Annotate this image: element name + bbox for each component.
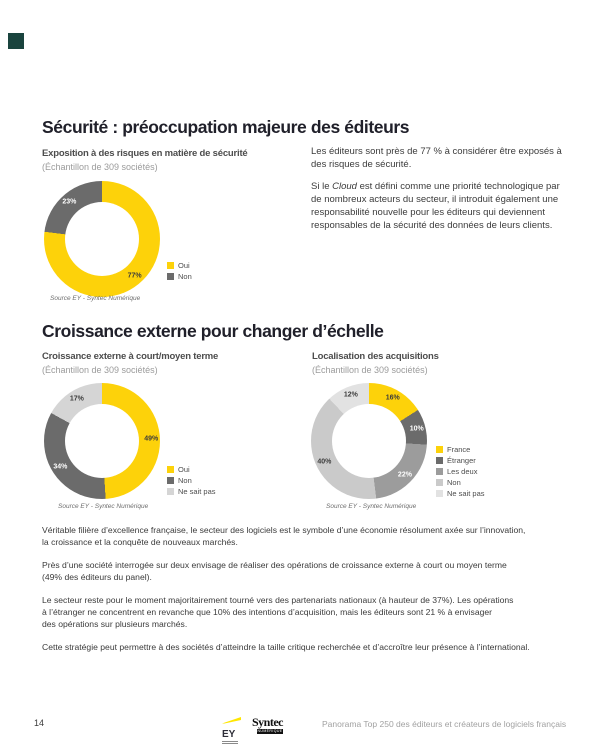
- section-title-security: Sécurité : préoccupation majeure des édi…: [42, 117, 410, 137]
- chart-title-localisation: Localisation des acquisitions: [312, 351, 439, 362]
- legend-label: Non: [178, 272, 192, 281]
- donut-chart-croissance: 49% 34% 17%: [44, 383, 160, 499]
- page-corner-mark: [8, 33, 24, 49]
- legend-item: Oui: [167, 466, 216, 473]
- ey-tagline-line: [222, 741, 238, 742]
- paragraph: Véritable filière d’excellence française…: [42, 525, 526, 547]
- slice-label: 49%: [144, 435, 159, 443]
- slice-label: 17%: [69, 395, 84, 403]
- donut-chart-localisation: 16% 10% 22% 40% 12%: [311, 383, 427, 499]
- syntec-numerique-bar: NUMÉRIQUE: [257, 729, 283, 734]
- legend-swatch: [167, 273, 174, 280]
- slice-label: 23%: [62, 198, 77, 206]
- legend-label: Ne sait pas: [447, 489, 485, 498]
- legend-item: Ne sait pas: [167, 488, 216, 495]
- legend-localisation: France Étranger Les deux Non Ne sait pas: [436, 446, 485, 501]
- slice-label: 10%: [409, 425, 424, 433]
- growth-paragraphs: Véritable filière d’excellence française…: [42, 524, 572, 664]
- paragraph: Près d’une société interrogée sur deux e…: [42, 560, 507, 582]
- footer-report-title: Panorama Top 250 des éditeurs et créateu…: [322, 719, 567, 729]
- legend-swatch: [167, 488, 174, 495]
- paragraph: Le secteur reste pour le moment majorita…: [42, 595, 514, 629]
- slice-label: 12%: [343, 391, 358, 399]
- ey-logo: EY: [222, 711, 242, 744]
- legend-label: Étranger: [447, 456, 476, 465]
- chart-title-croissance: Croissance externe à court/moyen terme: [42, 351, 219, 362]
- legend-label: Oui: [178, 261, 190, 270]
- syntec-logo: Syntec NUMÉRIQUE: [252, 715, 284, 734]
- legend-swatch: [167, 477, 174, 484]
- paragraph: Si le Cloud est défini comme une priorit…: [311, 180, 583, 232]
- legend-label: Ne sait pas: [178, 487, 216, 496]
- ey-tagline-line: [222, 743, 238, 744]
- text-run: Si le: [311, 181, 333, 192]
- legend-item: Non: [167, 273, 192, 280]
- chart-sample-croissance: (Échantillon de 309 sociétés): [42, 365, 158, 375]
- legend-swatch: [436, 457, 443, 464]
- slice-label: 40%: [317, 458, 332, 466]
- legend-swatch: [436, 490, 443, 497]
- text-run-italic: Cloud: [332, 181, 357, 192]
- text-run: est défini comme une priorité technologi…: [311, 181, 560, 231]
- chart-sample-localisation: (Échantillon de 309 sociétés): [312, 365, 428, 375]
- legend-item: Non: [436, 479, 485, 486]
- paragraph: Cette stratégie peut permettre à des soc…: [42, 642, 530, 652]
- legend-item: Oui: [167, 262, 192, 269]
- chart-sample-exposition: (Échantillon de 309 sociétés): [42, 162, 158, 172]
- legend-croissance: Oui Non Ne sait pas: [167, 466, 216, 499]
- legend-item: Ne sait pas: [436, 490, 485, 497]
- security-paragraphs: Les éditeurs sont près de 77 % à considé…: [311, 145, 583, 241]
- slice-label: 77%: [127, 272, 142, 280]
- slice-label: 16%: [385, 394, 400, 402]
- legend-swatch: [167, 466, 174, 473]
- legend-item: Non: [167, 477, 216, 484]
- paragraph: Les éditeurs sont près de 77 % à considé…: [311, 146, 562, 170]
- legend-item: Les deux: [436, 468, 485, 475]
- legend-security-exposure: Oui Non: [167, 262, 192, 284]
- legend-swatch: [436, 468, 443, 475]
- legend-item: Étranger: [436, 457, 485, 464]
- source-note: Source EY - Syntec Numérique: [58, 503, 149, 510]
- donut-chart-security-exposure: 77% 23%: [44, 181, 160, 297]
- legend-label: Oui: [178, 465, 190, 474]
- ey-beam-icon: [222, 717, 241, 724]
- section-title-croissance: Croissance externe pour changer d’échell…: [42, 321, 384, 341]
- legend-label: France: [447, 445, 471, 454]
- legend-item: France: [436, 446, 485, 453]
- legend-swatch: [167, 262, 174, 269]
- legend-swatch: [436, 479, 443, 486]
- legend-label: Non: [178, 476, 192, 485]
- syntec-wordmark: Syntec: [252, 715, 284, 729]
- source-note: Source EY - Syntec Numérique: [326, 503, 417, 510]
- ey-wordmark: EY: [222, 729, 236, 740]
- slice-label: 22%: [397, 471, 412, 479]
- chart-title-exposition: Exposition à des risques en matière de s…: [42, 148, 248, 159]
- page-number: 14: [34, 718, 45, 728]
- slice-label: 34%: [53, 463, 68, 471]
- legend-label: Les deux: [447, 467, 478, 476]
- source-note: Source EY - Syntec Numérique: [50, 295, 141, 302]
- legend-label: Non: [447, 478, 461, 487]
- legend-swatch: [436, 446, 443, 453]
